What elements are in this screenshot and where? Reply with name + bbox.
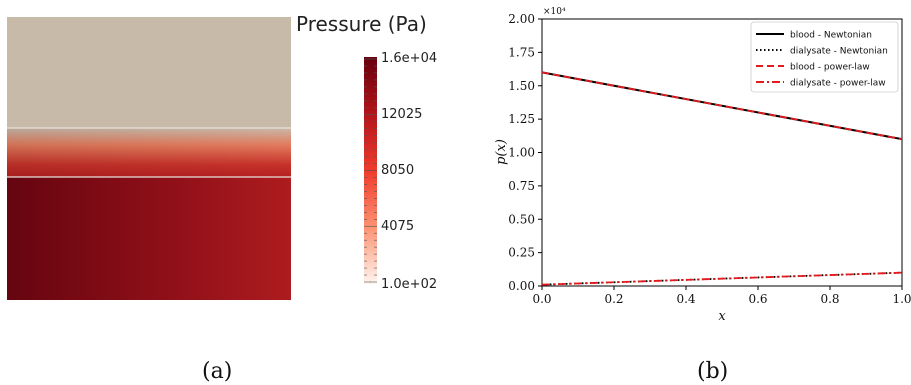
legend: blood - Newtonian dialysate - Newtonian bl… bbox=[750, 21, 899, 93]
panel-a: Pressure (Pa) 1.6e+04 12025 8050 4075 1.… bbox=[7, 12, 437, 384]
legend-box bbox=[750, 21, 899, 93]
y-tick-label: 1.75 bbox=[508, 45, 535, 59]
y-tick-label: 1.00 bbox=[508, 146, 535, 160]
x-axis-label: x bbox=[718, 309, 726, 324]
colorbar-tick-label: 1.0e+02 bbox=[381, 277, 437, 292]
series-line-dialysate-power-law bbox=[541, 271, 903, 286]
x-tick-label: 0.0 bbox=[532, 292, 551, 306]
caption-a: (a) bbox=[202, 359, 232, 384]
y-tick-label: 0.50 bbox=[508, 212, 535, 226]
x-tick-label: 1.0 bbox=[892, 292, 911, 306]
legend-label: dialysate - Newtonian bbox=[790, 47, 888, 57]
y-tick-label: 1.25 bbox=[508, 112, 535, 126]
series-group bbox=[541, 71, 903, 286]
caption-b: (b) bbox=[697, 359, 728, 384]
legend-label: blood - power-law bbox=[790, 63, 870, 73]
panel-b: 0.0 0.2 0.4 0.6 0.8 1.0 0.00 0.25 0.50 0.75 1.00 1.… bbox=[494, 7, 911, 384]
y-tick-label: 1.50 bbox=[508, 79, 535, 93]
y-tick-label: 0.75 bbox=[508, 179, 535, 193]
x-tick-label: 0.4 bbox=[676, 292, 695, 306]
x-tick-label: 0.8 bbox=[820, 292, 839, 306]
colorbar-tick-label: 4075 bbox=[381, 219, 414, 234]
x-tick-label: 0.6 bbox=[748, 292, 767, 306]
top-region bbox=[7, 17, 291, 128]
middle-region-shade bbox=[7, 128, 291, 177]
y-tick-label: 0.25 bbox=[508, 246, 535, 260]
legend-label: dialysate - power-law bbox=[790, 79, 886, 89]
bottom-region bbox=[7, 177, 291, 300]
y-axis-exponent: ×10⁴ bbox=[543, 7, 566, 17]
y-tick-label: 0.00 bbox=[508, 279, 535, 293]
colorbar-tick-label: 1.6e+04 bbox=[381, 51, 437, 66]
colorbar-tick-label: 12025 bbox=[381, 107, 422, 122]
colorbar-minor-ticks bbox=[364, 58, 377, 283]
y-axis-label: p(x) bbox=[494, 139, 509, 165]
legend-items: blood - Newtonian dialysate - Newtonian bl… bbox=[756, 31, 888, 89]
colorbar-tick-label: 8050 bbox=[381, 163, 414, 178]
series-line-blood-power-law bbox=[541, 71, 903, 141]
x-tick-label: 0.2 bbox=[604, 292, 623, 306]
legend-label: blood - Newtonian bbox=[790, 31, 872, 41]
axis-ticks: 0.0 0.2 0.4 0.6 0.8 1.0 0.00 0.25 0.50 0.75 1.00 1.… bbox=[508, 12, 911, 306]
y-tick-label: 2.00 bbox=[508, 12, 535, 26]
colorbar-title: Pressure (Pa) bbox=[296, 12, 427, 36]
